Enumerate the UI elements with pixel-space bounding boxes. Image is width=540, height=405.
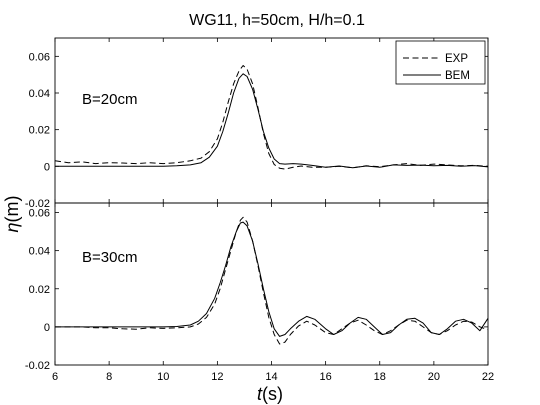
y-tick-label: 0.02 [29,284,50,296]
x-tick-label: 16 [320,371,332,383]
legend-box [395,40,486,85]
x-tick-label: 10 [157,371,169,383]
y-axis-label-unit: (m) [2,196,22,223]
y-axis-label: η(m) [2,196,22,233]
y-tick-label: -0.02 [25,198,50,210]
x-tick-label: 6 [52,371,58,383]
panel-1: -0.02 0 0.02 0.04 0.06 B=20cm [25,37,489,210]
x-tick-label: 8 [106,371,112,383]
legend: EXP BEM [395,40,486,85]
panel-label: B=30cm [82,249,137,266]
panels: -0.02 0 0.02 0.04 0.06 B=20cm -0.02 0 0.02 0.04 0.… [25,37,494,383]
axes-frame [54,202,489,366]
y-tick-label: 0.02 [29,125,50,137]
panel-2: -0.02 0 0.02 0.04 0.06 6 8 10 12 14 16 18 20 22 B=30cm [25,202,494,383]
y-tick-label: 0.04 [29,88,50,100]
x-axis-label-unit: (s) [262,384,283,404]
x-tick-label: 18 [374,371,386,383]
series-exp [55,216,489,345]
y-tick-label: 0.06 [29,208,50,220]
y-tick-label: 0.06 [29,51,50,63]
x-tick-label: 12 [211,371,223,383]
x-tick-label: 20 [428,371,440,383]
x-tick-label: 14 [265,371,277,383]
x-tick-label: 22 [482,371,494,383]
legend-label-bem: BEM [445,70,470,82]
y-axis-label-var: η [2,222,22,232]
y-tick-label: 0.04 [29,246,50,258]
x-axis-label: t(s) [257,384,283,404]
panel-label: B=20cm [82,91,137,108]
x-axis-label-var: t [257,384,263,404]
y-tick-label: 0 [44,322,50,334]
legend-label-exp: EXP [445,53,468,65]
series-bem [55,221,489,337]
figure-title: WG11, h=50cm, H/h=0.1 [189,12,365,29]
series-bem [55,73,489,169]
y-tick-label: 0 [44,161,50,173]
y-tick-label: -0.02 [25,360,50,372]
